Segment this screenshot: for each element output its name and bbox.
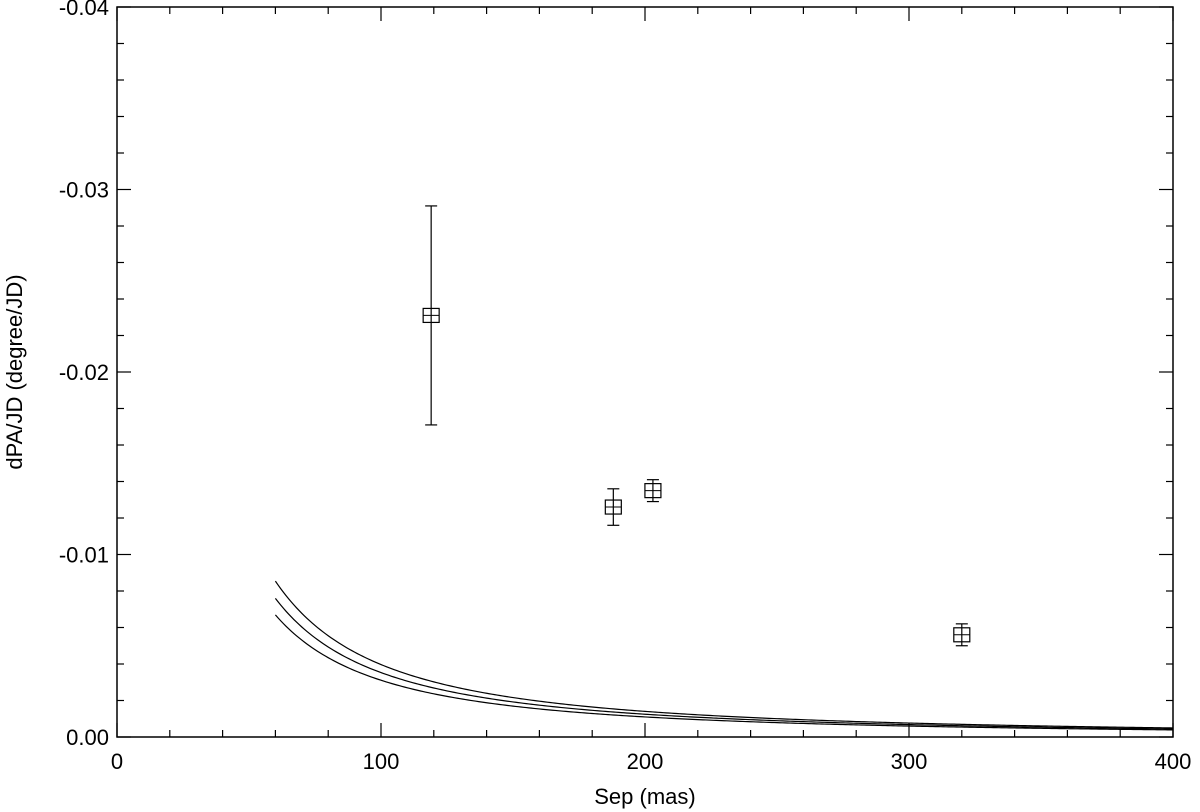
y-tick-label: -0.02 [59, 360, 109, 385]
model-curves [274, 580, 1173, 731]
x-tick-label: 300 [891, 749, 928, 774]
axis-ticks [116, 6, 1174, 738]
x-tick-label: 100 [363, 749, 400, 774]
axis-tick-labels: 0 100 200 300 400 0.00 -0.01 -0.02 -0.03 -0.04 [59, 0, 1192, 774]
y-tick-label: -0.04 [59, 0, 109, 20]
data-points [422, 205, 971, 647]
model-curve-2 [274, 598, 1173, 730]
x-tick-label: 200 [627, 749, 664, 774]
model-curve-1 [274, 580, 1173, 729]
plot-frame [116, 6, 1174, 738]
x-tick-label: 400 [1155, 749, 1192, 774]
y-tick-label: 0.00 [66, 725, 109, 750]
data-point-1 [422, 205, 440, 426]
data-point-2 [604, 488, 622, 526]
model-curve-3 [274, 614, 1173, 731]
x-tick-label: 0 [111, 749, 123, 774]
y-axis-title: dPA/JD (degree/JD) [2, 274, 27, 469]
data-point-4 [953, 623, 971, 647]
y-tick-label: -0.03 [59, 178, 109, 203]
y-tick-label: -0.01 [59, 543, 109, 568]
data-point-3 [644, 479, 662, 503]
x-axis-title: Sep (mas) [594, 784, 695, 809]
